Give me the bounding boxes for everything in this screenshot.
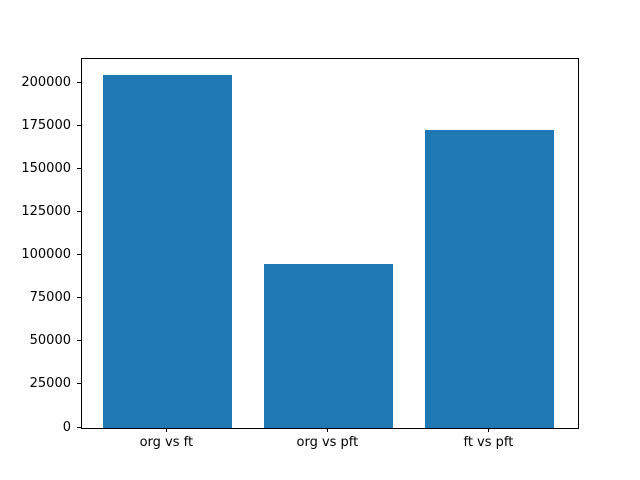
y-tick-mark [77, 167, 81, 169]
y-tick-label: 75000 [29, 290, 71, 306]
y-tick-label: 175000 [21, 117, 71, 133]
bar-org-vs-pft [263, 264, 393, 428]
x-tick-label: org vs pft [296, 435, 359, 450]
y-tick-mark [77, 340, 81, 342]
y-tick-label: 25000 [29, 376, 71, 392]
y-tick-mark [77, 383, 81, 385]
x-tick-mark [326, 428, 328, 432]
plot-area [81, 58, 579, 429]
y-tick-mark [77, 254, 81, 256]
x-tick-mark [487, 428, 489, 432]
x-tick-label: ft vs pft [463, 435, 514, 450]
bar-ft-vs-pft [425, 129, 554, 428]
y-tick-label: 100000 [21, 247, 71, 263]
y-tick-mark [77, 81, 81, 83]
y-tick-label: 50000 [29, 333, 71, 349]
bar-org-vs-ft [102, 74, 232, 428]
y-tick-mark [77, 426, 81, 428]
y-tick-label: 200000 [21, 74, 71, 90]
x-tick-mark [165, 428, 167, 432]
y-tick-label: 150000 [21, 160, 71, 176]
y-tick-label: 125000 [21, 203, 71, 219]
y-tick-mark [77, 297, 81, 299]
y-tick-mark [77, 124, 81, 126]
x-tick-label: org vs ft [139, 435, 194, 450]
y-tick-label: 0 [62, 419, 71, 435]
y-tick-mark [77, 210, 81, 212]
